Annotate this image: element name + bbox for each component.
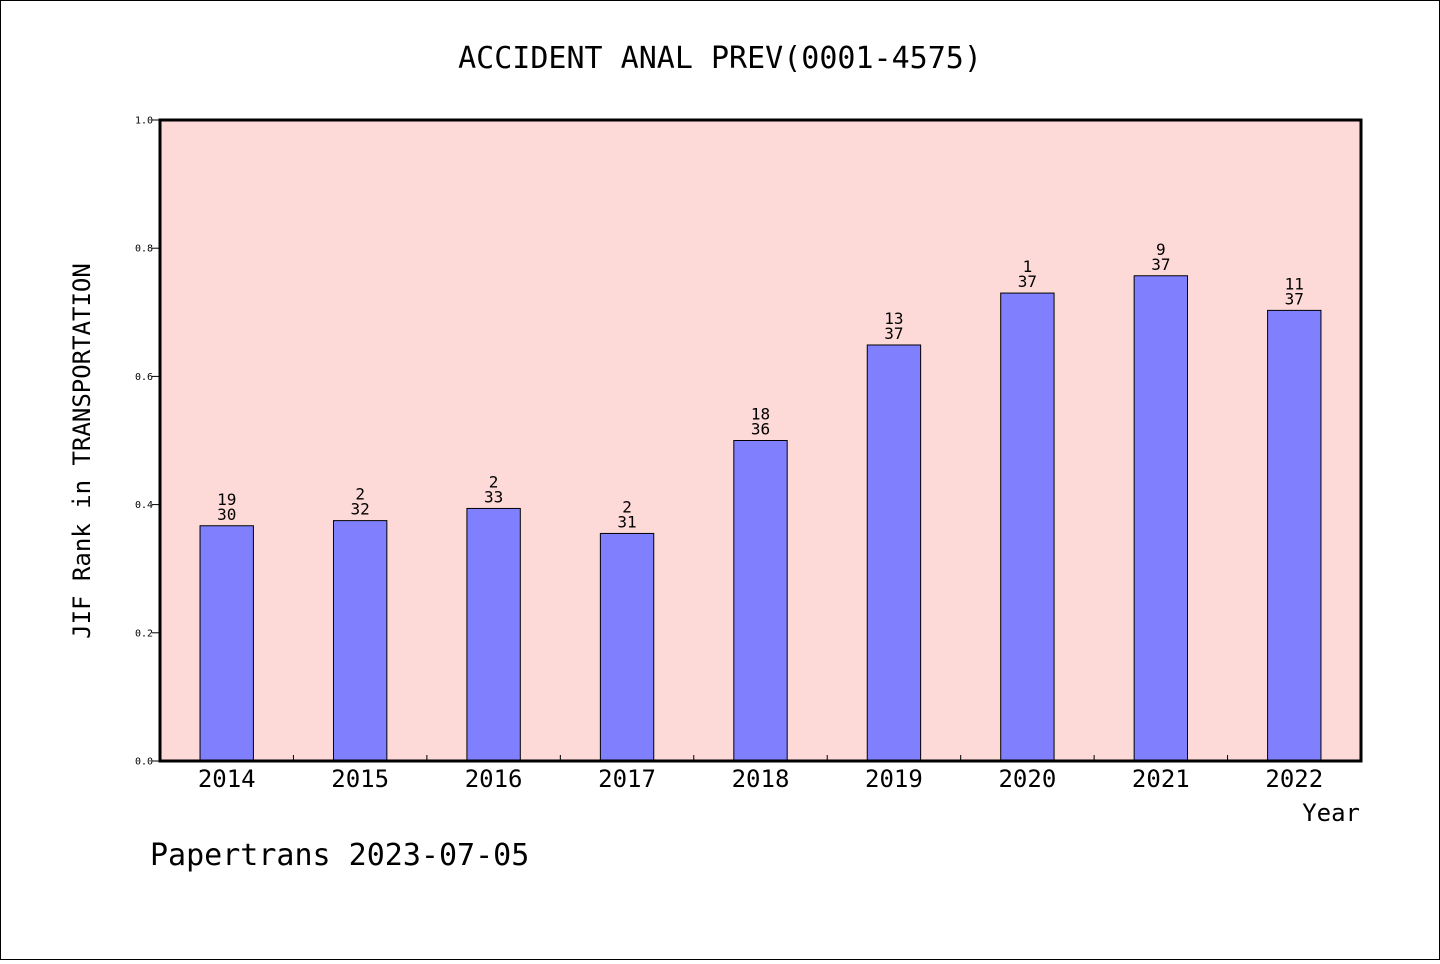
- bar-rank-label: 9: [1156, 240, 1166, 259]
- x-tick-label: 2019: [865, 765, 923, 793]
- bar: [1000, 292, 1055, 762]
- x-tick-label: 2021: [1132, 765, 1190, 793]
- y-tick-label: 0.4: [135, 500, 153, 511]
- bar: [733, 440, 788, 762]
- y-tick-label: 0.0: [135, 757, 153, 768]
- bar-rank-label: 1: [1023, 257, 1033, 276]
- x-tick-label: 2020: [998, 765, 1056, 793]
- bar: [466, 507, 521, 762]
- bar-total-label: 37: [1018, 272, 1037, 291]
- y-tick-label: 1.0: [135, 116, 153, 127]
- x-tick-label: 2014: [198, 765, 256, 793]
- chart-title: ACCIDENT ANAL PREV(0001-4575): [458, 41, 982, 76]
- bar-total-label: 30: [217, 505, 236, 524]
- y-tick-label: 0.2: [135, 628, 153, 639]
- x-tick-label: 2015: [331, 765, 389, 793]
- bar-total-label: 37: [884, 324, 903, 343]
- bar-rank-label: 2: [355, 485, 365, 504]
- bar-total-label: 37: [1151, 255, 1170, 274]
- bar-total-label: 37: [1285, 289, 1304, 308]
- bar: [1133, 275, 1189, 762]
- bar-total-label: 36: [751, 420, 770, 439]
- bar: [866, 344, 922, 762]
- x-tick-label: 2022: [1265, 765, 1323, 793]
- x-axis: 2014 2015 2016 2017 2018 2019 2020 2021 2022: [198, 755, 1323, 793]
- bar-rank-label: 11: [1285, 274, 1304, 293]
- bar: [599, 532, 655, 762]
- footer-credit: Papertrans 2023-07-05: [150, 838, 529, 873]
- y-tick-label: 0.8: [135, 244, 153, 255]
- plot-border: [158, 118, 1363, 763]
- x-tick-label: 2017: [598, 765, 656, 793]
- bar-rank-label: 2: [622, 497, 632, 516]
- bar-rank-label: 13: [884, 309, 903, 328]
- y-axis: 0.0 0.2 0.4 0.6 0.8 1.0: [135, 116, 160, 768]
- bar-total-label: 32: [351, 500, 370, 519]
- bar: [199, 525, 254, 762]
- x-tick-label: 2018: [732, 765, 790, 793]
- x-tick-label: 2016: [465, 765, 523, 793]
- bar-rank-label: 18: [751, 405, 770, 424]
- bar-rank-label: 19: [217, 490, 236, 509]
- y-tick-label: 0.6: [135, 372, 153, 383]
- bar-total-label: 31: [617, 512, 636, 531]
- x-axis-label: Year: [1302, 799, 1360, 827]
- bar: [332, 520, 388, 762]
- y-axis-label: JIF Rank in TRANSPORTATION: [68, 263, 96, 639]
- bar: [1267, 309, 1322, 762]
- bar-rank-label: 2: [489, 472, 499, 491]
- bar-total-label: 33: [484, 487, 503, 506]
